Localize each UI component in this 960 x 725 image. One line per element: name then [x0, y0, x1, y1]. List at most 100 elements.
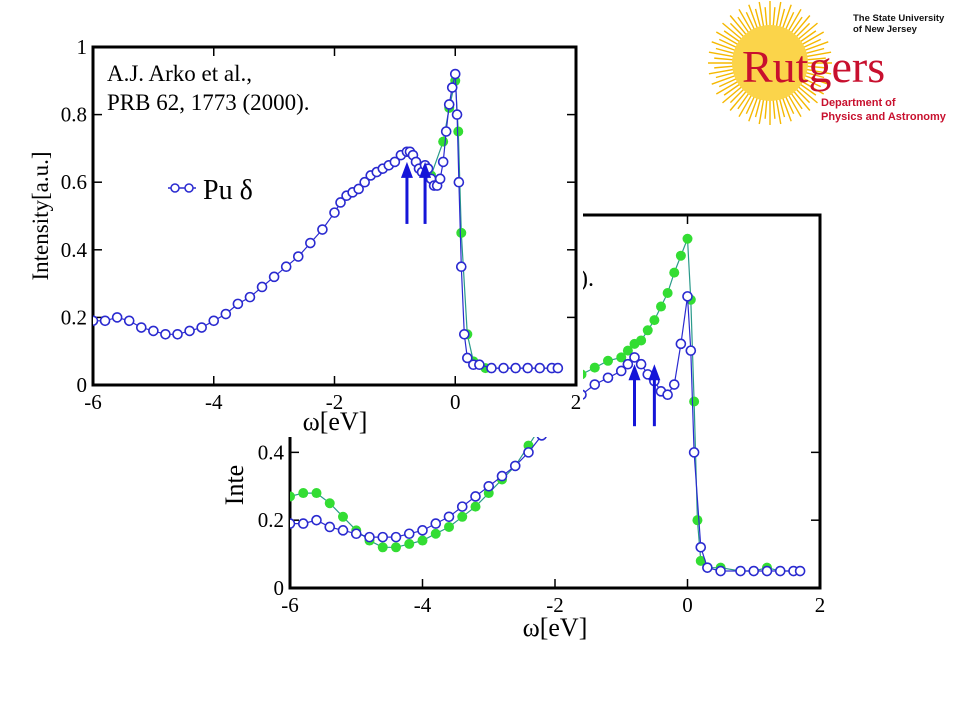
front-data-point	[453, 126, 464, 137]
back-annotation-fragment: ).	[580, 266, 594, 292]
back-y-tick-label: 0	[274, 576, 285, 600]
sun-ray	[738, 8, 754, 34]
front-x-tick-label: -2	[326, 390, 344, 414]
front-data-point	[534, 362, 546, 374]
sun-ray	[799, 79, 825, 95]
sun-ray	[795, 22, 818, 42]
back-x-tick-label: -6	[281, 593, 299, 617]
back-data-point	[662, 287, 673, 298]
back-data-point	[622, 358, 634, 370]
back-y-tick-label: 0.2	[258, 508, 284, 532]
front-data-point	[438, 136, 449, 147]
back-data-point	[656, 301, 666, 312]
sun-ray	[708, 51, 737, 58]
front-data-point	[462, 352, 473, 364]
back-data-point	[675, 338, 687, 350]
front-data-point	[440, 126, 452, 137]
sun-ray	[799, 31, 825, 47]
sun-ray	[775, 96, 782, 125]
reference-line1: A.J. Arko et al.,	[107, 61, 252, 86]
sun-ray	[801, 73, 829, 85]
back-x-tick-label: 2	[815, 593, 826, 617]
sun-ray	[722, 84, 745, 104]
sun-ray	[780, 4, 792, 32]
front-data-point	[99, 315, 111, 327]
front-data-point	[510, 362, 521, 374]
back-data-point	[794, 565, 806, 577]
sun-ray	[775, 1, 782, 30]
front-data-point	[268, 271, 280, 283]
front-data-point	[305, 237, 316, 249]
back-data-point	[695, 555, 706, 566]
front-x-tick-label: 2	[571, 390, 582, 414]
back-data-point	[470, 491, 481, 502]
legend-marker	[184, 183, 194, 193]
legend-label: Pu δ	[203, 175, 253, 206]
front-chart: -6 -4 -2 0 2 0 0.2 0.4 0.6 0.8 1 A.J. Arko et al.,…	[28, 32, 583, 437]
back-data-point	[692, 515, 703, 526]
front-axis-ticks: -6 -4 -2 0 2 0 0.2 0.4 0.6 0.8 1	[61, 35, 582, 414]
sun-ray	[722, 22, 745, 42]
back-data-point	[589, 362, 600, 373]
department-line2: Physics and Astronomy	[821, 111, 947, 123]
university-line2: of New Jersey	[853, 24, 918, 35]
legend: Pu δ	[168, 175, 253, 206]
sun-ray	[803, 51, 832, 58]
back-x-tick-label: -4	[414, 593, 432, 617]
back-y-axis-label: Inte	[220, 465, 249, 505]
back-x-axis-label: ω[eV]	[523, 613, 588, 642]
back-data-point	[675, 250, 686, 261]
back-data-point	[636, 335, 647, 346]
back-data-point	[602, 372, 614, 384]
back-data-point	[496, 470, 508, 482]
reference-line2: PRB 62, 1773 (2000).	[107, 90, 310, 115]
back-data-point	[635, 358, 647, 370]
back-data-point	[702, 562, 713, 573]
front-arrow-head	[419, 161, 432, 178]
front-x-axis-label: ω[eV]	[303, 407, 368, 436]
front-data-point	[437, 156, 449, 168]
back-data-point	[483, 480, 495, 492]
back-data-point	[324, 498, 335, 509]
back-arrows	[628, 364, 661, 427]
back-data-point	[695, 542, 707, 553]
back-data-point	[430, 518, 442, 529]
front-y-tick-label: 0.6	[61, 170, 87, 194]
back-data-point	[377, 531, 389, 543]
front-arrows	[400, 161, 432, 224]
front-data-point	[232, 298, 244, 310]
sun-ray	[786, 92, 802, 118]
front-data-point	[220, 308, 232, 320]
back-data-point	[290, 518, 296, 529]
front-data-point	[208, 315, 220, 327]
back-arrow-head	[628, 364, 641, 381]
front-data-point	[172, 328, 183, 340]
sun-ray	[791, 15, 811, 38]
front-y-tick-label: 0	[77, 373, 88, 397]
back-x-tick-label: -2	[546, 593, 564, 617]
sun-ray	[711, 41, 739, 53]
university-line1: The State University	[853, 13, 945, 24]
front-data-point	[292, 251, 304, 262]
front-y-tick-label: 1	[77, 35, 88, 59]
front-data-point	[256, 281, 268, 293]
front-data-point	[522, 362, 534, 374]
back-data-point	[470, 501, 481, 512]
back-data-point	[430, 528, 441, 539]
front-data-point	[486, 362, 497, 374]
front-data-point	[148, 325, 159, 337]
back-axis-ticks: -6 -4 -2 0 2 0 0.2 0.4	[258, 215, 826, 617]
sun-disc	[732, 25, 808, 101]
sun-ray	[758, 1, 765, 30]
front-x-tick-label: 0	[450, 390, 461, 414]
back-data-point	[456, 501, 468, 512]
back-data-point	[457, 511, 468, 522]
sun-ray	[758, 96, 765, 125]
front-data-point	[123, 315, 135, 327]
department-line1: Department of	[821, 97, 896, 109]
back-data-point	[682, 291, 693, 302]
back-data-point	[364, 531, 375, 543]
back-data-point	[350, 528, 362, 540]
